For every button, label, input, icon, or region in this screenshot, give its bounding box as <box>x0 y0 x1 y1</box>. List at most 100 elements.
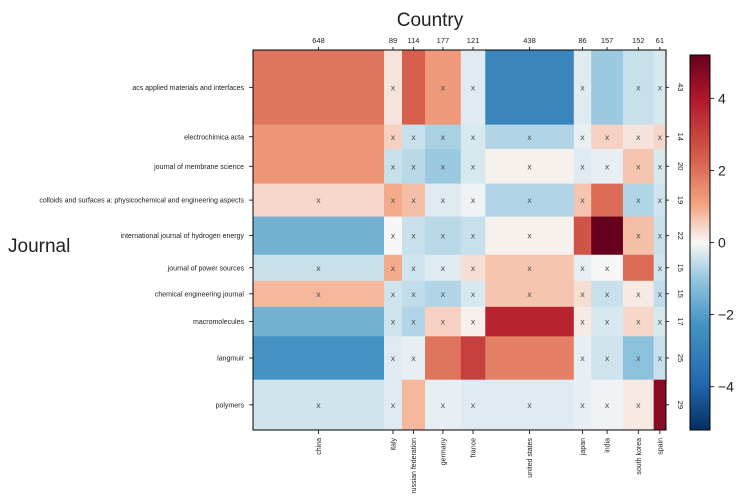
nonsignificant-mark: x <box>580 354 585 363</box>
heatmap-cell <box>622 183 655 217</box>
heatmap-cell <box>425 216 462 256</box>
nonsignificant-mark: x <box>441 133 446 142</box>
heatmap-cell <box>573 50 592 126</box>
nonsignificant-mark: x <box>580 83 585 92</box>
heatmap-cell <box>591 379 624 431</box>
nonsignificant-mark: x <box>471 133 476 142</box>
row-label: journal of membrane science <box>153 164 244 171</box>
column-total: 61 <box>656 36 664 45</box>
nonsignificant-mark: x <box>391 232 396 241</box>
column-label: italy <box>390 438 397 451</box>
nonsignificant-mark: x <box>391 83 396 92</box>
heatmap-cell <box>401 254 426 282</box>
nonsignificant-mark: x <box>316 196 321 205</box>
nonsignificant-mark: x <box>316 401 321 410</box>
heatmap-cell <box>622 254 655 282</box>
heatmap-cell <box>253 148 385 185</box>
nonsignificant-mark: x <box>391 401 396 410</box>
nonsignificant-mark: x <box>657 354 662 363</box>
nonsignificant-mark: x <box>471 162 476 171</box>
row-total: 14 <box>676 133 685 141</box>
heatmap-cell <box>425 148 462 185</box>
row-total: 17 <box>676 317 685 325</box>
nonsignificant-mark: x <box>636 290 641 299</box>
column-total: 152 <box>632 36 645 45</box>
heatmap-cell <box>573 254 592 282</box>
column-total: 86 <box>578 36 586 45</box>
nonsignificant-mark: x <box>391 133 396 142</box>
nonsignificant-mark: x <box>411 133 416 142</box>
heatmap-cell <box>622 216 655 256</box>
row-label: journal of power sources <box>167 265 245 272</box>
row-label: langmuir <box>217 355 245 362</box>
nonsignificant-mark: x <box>605 133 610 142</box>
nonsignificant-mark: x <box>580 133 585 142</box>
nonsignificant-mark: x <box>441 264 446 273</box>
nonsignificant-mark: x <box>411 232 416 241</box>
nonsignificant-mark: x <box>527 196 532 205</box>
nonsignificant-mark: x <box>636 401 641 410</box>
heatmap-cell <box>485 183 575 217</box>
nonsignificant-mark: x <box>527 401 532 410</box>
heatmap-cell <box>573 306 592 337</box>
y-axis-label: Journal <box>8 236 70 257</box>
heatmap-cell <box>460 280 486 308</box>
heatmap-cell <box>591 124 624 150</box>
column-label: japan <box>580 438 587 456</box>
nonsignificant-mark: x <box>580 196 585 205</box>
nonsignificant-mark: x <box>636 83 641 92</box>
heatmap-cell <box>622 148 655 185</box>
heatmap-cell <box>460 50 486 126</box>
heatmap-cell <box>485 216 575 256</box>
nonsignificant-mark: x <box>391 162 396 171</box>
nonsignificant-mark: x <box>471 83 476 92</box>
heatmap-cell <box>653 148 667 185</box>
heatmap-cell <box>485 124 575 150</box>
heatmap-cell <box>653 254 667 282</box>
nonsignificant-mark: x <box>636 354 641 363</box>
heatmap-cell <box>401 379 426 431</box>
nonsignificant-mark: x <box>657 318 662 327</box>
nonsignificant-mark: x <box>580 290 585 299</box>
nonsignificant-mark: x <box>441 401 446 410</box>
heatmap-cell <box>253 379 385 431</box>
nonsignificant-mark: x <box>411 196 416 205</box>
row-total: 25 <box>676 354 685 362</box>
nonsignificant-mark: x <box>636 196 641 205</box>
heatmap-cell <box>653 124 667 150</box>
column-total: 438 <box>523 36 536 45</box>
nonsignificant-mark: x <box>605 318 610 327</box>
nonsignificant-mark: x <box>605 354 610 363</box>
chart-title: Country <box>397 10 464 31</box>
nonsignificant-mark: x <box>441 232 446 241</box>
heatmap-cell <box>401 124 426 150</box>
heatmap-cell <box>622 280 655 308</box>
heatmap-cell <box>653 379 667 431</box>
heatmap-cell <box>622 50 655 126</box>
heatmap-cell <box>653 216 667 256</box>
heatmap-cell <box>460 124 486 150</box>
row-total: 20 <box>676 162 685 170</box>
row-label: acs applied materials and interfaces <box>132 85 244 92</box>
row-total: 15 <box>676 264 685 272</box>
heatmap-cell <box>653 280 667 308</box>
nonsignificant-mark: x <box>441 162 446 171</box>
nonsignificant-mark: x <box>580 401 585 410</box>
heatmap-cell <box>253 50 385 126</box>
nonsignificant-mark: x <box>605 401 610 410</box>
plot-frame <box>252 49 667 431</box>
heatmap-cell <box>253 336 385 381</box>
heatmap-cell <box>425 280 462 308</box>
column-total: 89 <box>389 36 397 45</box>
colorbar <box>689 54 711 431</box>
heatmap-cell <box>460 306 486 337</box>
heatmap-cell <box>622 379 655 431</box>
nonsignificant-mark: x <box>605 264 610 273</box>
colorbar-tick-label: 0 <box>718 235 726 251</box>
nonsignificant-mark: x <box>636 133 641 142</box>
nonsignificant-mark: x <box>391 264 396 273</box>
nonsignificant-mark: x <box>657 290 662 299</box>
heatmap-cell <box>425 50 462 126</box>
heatmap-cell <box>573 280 592 308</box>
